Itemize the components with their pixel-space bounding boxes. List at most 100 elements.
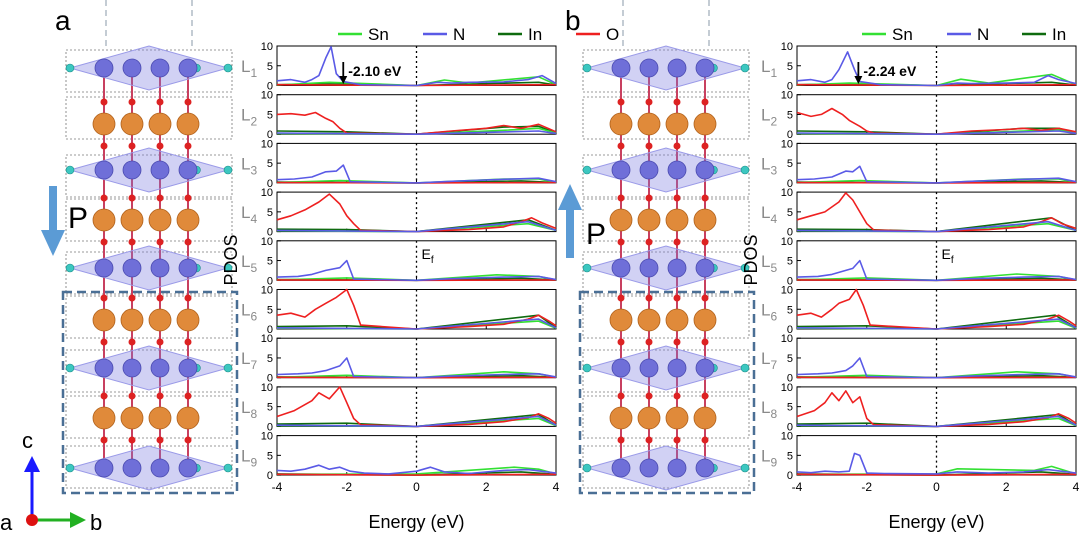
nitrogen-atom xyxy=(582,165,592,175)
nitride-octahedra xyxy=(68,45,230,91)
series-n-line xyxy=(796,452,1077,475)
oxygen-atom xyxy=(156,294,164,302)
y-tick-label: 5 xyxy=(267,109,273,121)
oxygen-atom xyxy=(128,98,136,106)
nitride-octahedra xyxy=(68,445,230,491)
tin-atom xyxy=(148,208,172,232)
oxygen-atom xyxy=(617,294,625,302)
pdos-subplot-l4: 10 5 0 L4 xyxy=(761,187,1077,239)
oxygen-atom xyxy=(645,238,653,246)
indium-atom xyxy=(178,58,198,78)
indium-atom xyxy=(695,458,715,478)
oxygen-atom xyxy=(156,338,164,346)
oxygen-atom xyxy=(184,238,192,246)
pdos-subplot-l8: 10 5 0 L8 xyxy=(241,382,557,433)
oxygen-atom xyxy=(673,294,681,302)
indium-atom xyxy=(695,160,715,180)
tin-atom xyxy=(176,308,200,332)
pdos-subplot-l8: 10 5 0 L8 xyxy=(761,382,1077,433)
series-o-line xyxy=(796,288,1077,330)
tin-atom xyxy=(92,208,116,232)
oxygen-atom xyxy=(617,98,625,106)
oxygen-atom xyxy=(184,294,192,302)
series-n-line xyxy=(276,357,557,379)
indium-atom xyxy=(94,258,114,278)
nitrogen-atom xyxy=(740,263,750,273)
series-n-line xyxy=(276,464,557,475)
y-tick-label: 5 xyxy=(787,61,793,73)
oxygen-atom xyxy=(645,98,653,106)
layer-label: L8 xyxy=(761,398,777,421)
a-axis-dot xyxy=(26,514,38,526)
tin-atom xyxy=(148,112,172,136)
series-o-line xyxy=(796,192,1077,233)
y-tick-label: 5 xyxy=(787,158,793,170)
y-tick-label: 0 xyxy=(267,275,273,287)
layer-label: L2 xyxy=(761,106,777,129)
oxygen-atom xyxy=(645,294,653,302)
y-tick-label: 5 xyxy=(787,256,793,268)
x-tick-label: -2 xyxy=(341,480,352,494)
panel-label-a: a xyxy=(55,5,71,36)
layer-label: L1 xyxy=(761,57,777,80)
indium-atom xyxy=(122,358,142,378)
nitrogen-atom xyxy=(740,165,750,175)
nitrogen-atom xyxy=(740,463,750,473)
y-tick-label: 5 xyxy=(267,353,273,365)
nitride-octahedra xyxy=(68,245,230,291)
tin-atom xyxy=(148,308,172,332)
y-tick-label: 10 xyxy=(261,187,273,199)
oxygen-atom xyxy=(156,194,164,202)
nitrogen-atom xyxy=(223,63,233,73)
indium-atom xyxy=(122,160,142,180)
oxygen-atom xyxy=(617,238,625,246)
tin-atom xyxy=(120,308,144,332)
oxygen-atom xyxy=(184,338,192,346)
tin-atom xyxy=(609,308,633,332)
layer-label: L5 xyxy=(241,252,257,275)
nitrogen-atom xyxy=(65,363,75,373)
pdos-subplot-l5: 10 5 0 L5 Ef xyxy=(761,236,1077,287)
indium-atom xyxy=(639,58,659,78)
tin-atom xyxy=(176,406,200,430)
y-axis-label: PDOS xyxy=(221,234,241,285)
layer-label: L8 xyxy=(241,398,257,421)
oxygen-atom xyxy=(128,194,136,202)
x-tick-label: 0 xyxy=(413,480,420,494)
legend-label-n: N xyxy=(453,25,465,44)
panel-label-b: b xyxy=(565,5,581,36)
polarization-label-b: P xyxy=(586,218,606,251)
tin-atom xyxy=(92,406,116,430)
layer-box xyxy=(65,295,233,339)
y-tick-label: 0 xyxy=(267,324,273,336)
indium-atom xyxy=(122,458,142,478)
oxygen-atom xyxy=(673,436,681,444)
y-tick-label: 10 xyxy=(781,382,793,394)
y-tick-label: 10 xyxy=(261,90,273,102)
indium-atom xyxy=(611,160,631,180)
series-n-line xyxy=(276,318,557,330)
y-tick-label: 0 xyxy=(267,470,273,482)
y-tick-label: 0 xyxy=(267,129,273,141)
oxygen-atom xyxy=(184,98,192,106)
y-tick-label: 5 xyxy=(787,207,793,219)
y-tick-label: 5 xyxy=(787,450,793,462)
y-tick-label: 0 xyxy=(267,373,273,385)
x-tick-label: -2 xyxy=(861,480,872,494)
nitrogen-atom xyxy=(223,165,233,175)
pdos-subplot-l7: 10 5 0 L7 xyxy=(241,333,557,385)
x-tick-label: 4 xyxy=(553,480,560,494)
a-axis-label: a xyxy=(0,510,13,535)
oxygen-atom xyxy=(100,436,108,444)
supercell-highlight-box xyxy=(61,290,239,495)
y-tick-label: 0 xyxy=(787,178,793,190)
indium-atom xyxy=(611,358,631,378)
y-tick-label: 10 xyxy=(261,382,273,394)
tin-atom xyxy=(637,112,661,136)
series-o-line xyxy=(276,288,557,330)
y-tick-label: 0 xyxy=(267,227,273,239)
polarization-arrowhead xyxy=(558,184,582,210)
pdos-subplot-l7: 10 5 0 L7 xyxy=(761,333,1077,385)
layer-label: L3 xyxy=(241,154,257,177)
